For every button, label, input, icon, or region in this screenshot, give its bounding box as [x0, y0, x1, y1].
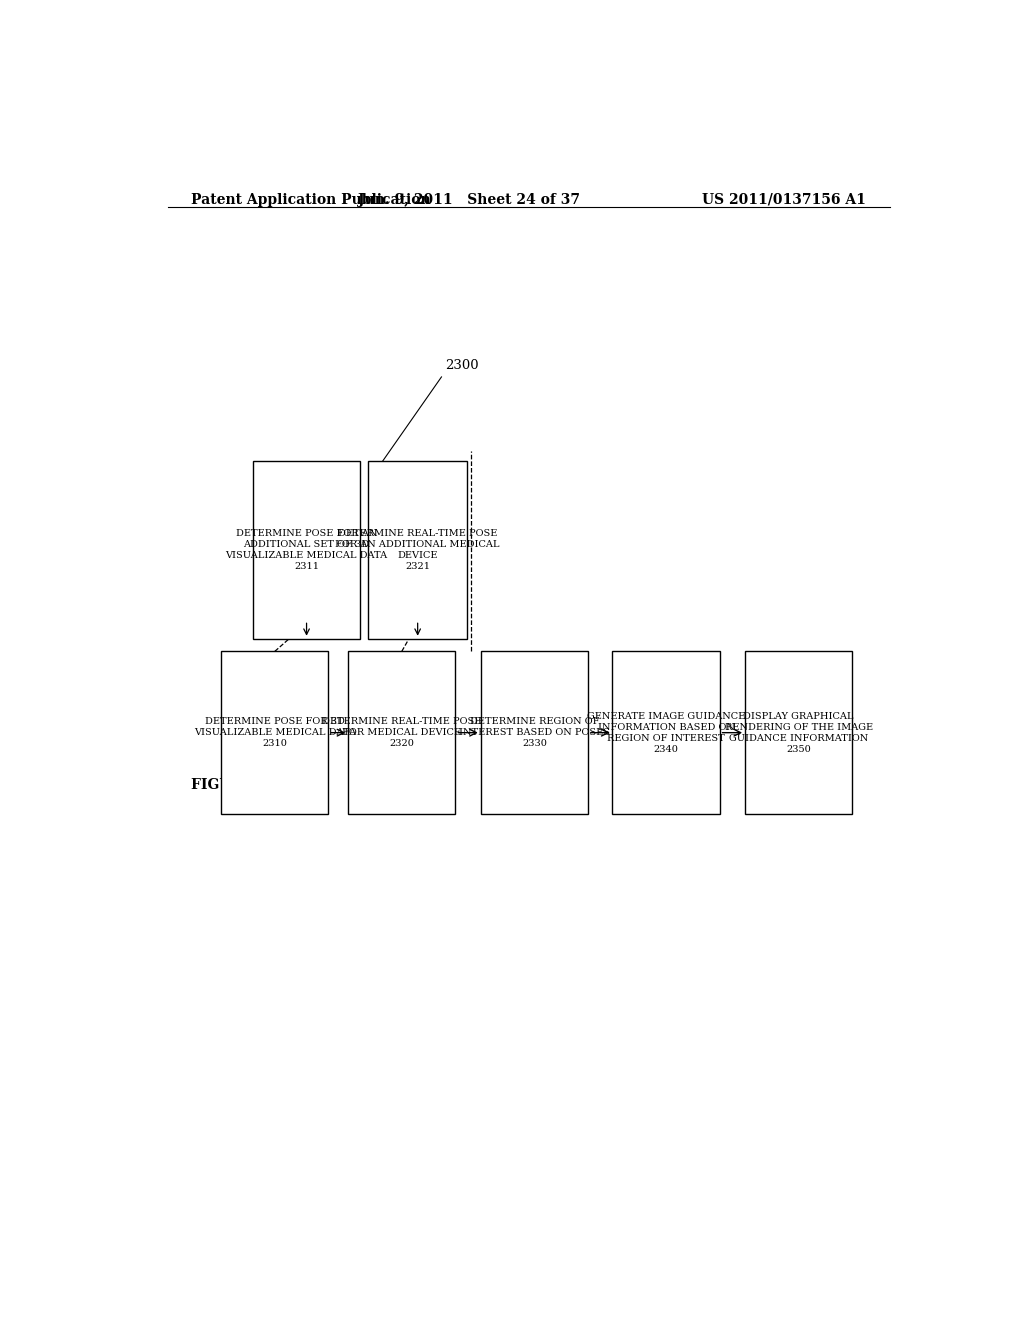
Bar: [221, 651, 329, 814]
Text: DETERMINE REAL-TIME POSE
FOR AN ADDITIONAL MEDICAL
DEVICE
2321: DETERMINE REAL-TIME POSE FOR AN ADDITION…: [336, 528, 500, 570]
Bar: [612, 651, 720, 814]
Text: US 2011/0137156 A1: US 2011/0137156 A1: [702, 193, 866, 207]
Text: DETERMINE POSE FOR AN
ADDITIONAL SET OF 3D
VISUALIZABLE MEDICAL DATA
2311: DETERMINE POSE FOR AN ADDITIONAL SET OF …: [225, 528, 388, 570]
Text: DETERMINE REAL-TIME POSE
FOR MEDICAL DEVICE
2320: DETERMINE REAL-TIME POSE FOR MEDICAL DEV…: [323, 717, 481, 748]
Bar: [253, 461, 360, 639]
Text: 2300: 2300: [445, 359, 479, 372]
Text: Patent Application Publication: Patent Application Publication: [191, 193, 431, 207]
Text: Jun. 9, 2011   Sheet 24 of 37: Jun. 9, 2011 Sheet 24 of 37: [358, 193, 581, 207]
Text: DISPLAY GRAPHICAL
RENDERING OF THE IMAGE
GUIDANCE INFORMATION
2350: DISPLAY GRAPHICAL RENDERING OF THE IMAGE…: [725, 711, 872, 754]
Bar: [745, 651, 852, 814]
Bar: [480, 651, 588, 814]
Bar: [348, 651, 456, 814]
Bar: [368, 461, 467, 639]
Text: FIGURE 23: FIGURE 23: [191, 779, 279, 792]
Text: GENERATE IMAGE GUIDANCE
INFORMATION BASED ON
REGION OF INTEREST
2340: GENERATE IMAGE GUIDANCE INFORMATION BASE…: [587, 711, 745, 754]
Text: DETERMINE REGION OF
INTEREST BASED ON POSES
2330: DETERMINE REGION OF INTEREST BASED ON PO…: [459, 717, 610, 748]
Text: DETERMINE POSE FOR 3D
VISUALIZABLE MEDICAL DATA
2310: DETERMINE POSE FOR 3D VISUALIZABLE MEDIC…: [194, 717, 356, 748]
